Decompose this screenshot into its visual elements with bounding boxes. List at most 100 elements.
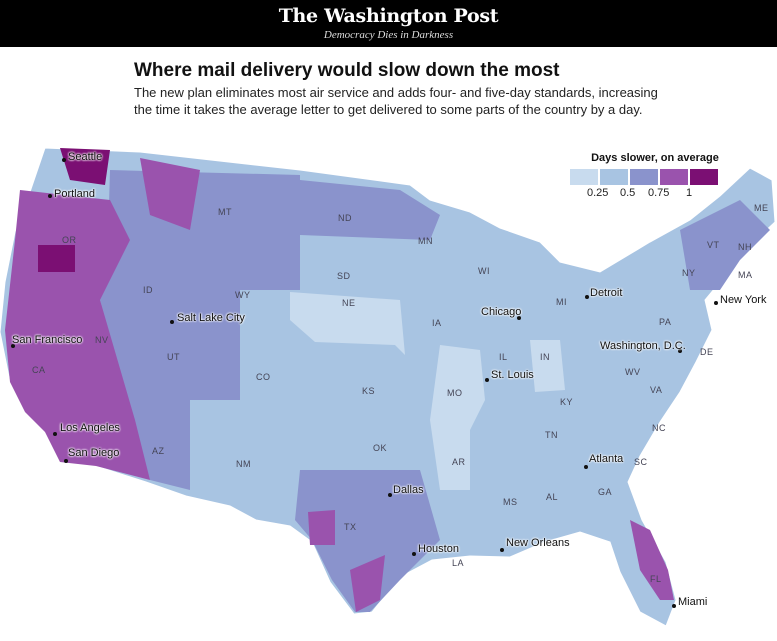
state-label: PA: [659, 317, 672, 327]
masthead: The Washington Post Democracy Dies in Da…: [0, 0, 777, 47]
state-label: KS: [362, 386, 376, 396]
state-label: OR: [62, 235, 77, 245]
state-label: VT: [707, 240, 720, 250]
state-label: CO: [256, 372, 271, 382]
state-label: TX: [344, 522, 357, 532]
state-label: ND: [338, 213, 352, 223]
legend-swatch: [600, 169, 628, 185]
city-label: St. Louis: [491, 369, 534, 381]
city-label: Miami: [678, 596, 708, 608]
state-label: IA: [432, 318, 442, 328]
city-dot: [584, 465, 588, 469]
city-label: Chicago: [481, 306, 522, 318]
state-label: MN: [418, 236, 433, 246]
chart-title: Where mail delivery would slow down the …: [134, 60, 560, 81]
region-northeast: [680, 200, 770, 290]
state-label: WY: [235, 290, 251, 300]
region-central-oregon: [38, 245, 75, 272]
legend-tick: 0.25: [587, 187, 609, 199]
legend-ticks: 0.25 0.5 0.75 1: [570, 185, 730, 199]
state-label: WI: [478, 266, 490, 276]
chart-description: The new plan eliminates most air service…: [134, 85, 658, 117]
region-indiana: [530, 340, 565, 392]
state-label: OK: [373, 443, 388, 453]
legend-swatch: [570, 169, 598, 185]
city-dot: [170, 320, 174, 324]
city-dot: [714, 301, 718, 305]
state-label: GA: [598, 487, 613, 497]
city-label: New Orleans: [506, 537, 570, 549]
region-montana-west: [140, 158, 200, 230]
state-label: MI: [556, 297, 567, 307]
region-florida: [630, 520, 674, 600]
legend-swatch: [660, 169, 688, 185]
city-label: Detroit: [590, 287, 623, 299]
state-label: NC: [652, 423, 666, 433]
city-dot: [11, 344, 15, 348]
city-dot: [485, 378, 489, 382]
region-south-texas: [350, 555, 385, 612]
state-label: FL: [650, 574, 662, 584]
city-label: San Francisco: [12, 334, 83, 346]
state-label: NV: [95, 335, 109, 345]
state-label: SC: [634, 457, 648, 467]
city-dot: [388, 493, 392, 497]
state-label: MT: [218, 207, 232, 217]
city-label: Houston: [418, 543, 459, 555]
region-mountain-west: [100, 170, 300, 490]
legend-title: Days slower, on average: [591, 152, 719, 164]
city-dot: [48, 194, 52, 198]
state-label: NM: [236, 459, 251, 469]
state-label: LA: [452, 558, 465, 568]
state-label: UT: [167, 352, 180, 362]
legend-swatch: [630, 169, 658, 185]
city-label: Washington, D.C.: [600, 340, 686, 352]
legend-swatch: [690, 169, 718, 185]
city-label: Portland: [54, 188, 95, 200]
state-label: NH: [738, 242, 752, 252]
city-label: Atlanta: [589, 453, 624, 465]
state-label: TN: [545, 430, 558, 440]
region-dakota: [300, 180, 440, 240]
state-label: KY: [560, 397, 574, 407]
state-label: MO: [447, 388, 463, 398]
city-dot: [412, 552, 416, 556]
state-label: ID: [143, 285, 153, 295]
state-label: AL: [546, 492, 559, 502]
state-label: IL: [499, 352, 508, 362]
state-label: AR: [452, 457, 466, 467]
state-label: NY: [682, 268, 696, 278]
legend-tick: 1: [686, 187, 693, 199]
state-label: WV: [625, 367, 641, 377]
tagline: Democracy Dies in Darkness: [323, 29, 454, 41]
state-label: MS: [503, 497, 518, 507]
legend-tick: 0.75: [648, 187, 670, 199]
city-dot: [672, 604, 676, 608]
city-dot: [500, 548, 504, 552]
city-dot: [62, 158, 66, 162]
region-texas: [295, 470, 440, 612]
state-label: ME: [754, 203, 769, 213]
city-label: Seattle: [68, 151, 103, 163]
state-label: SD: [337, 271, 351, 281]
state-label: VA: [650, 385, 663, 395]
city-label: New York: [720, 294, 767, 306]
legend: Days slower, on average 0.25 0.5 0.75 1: [570, 152, 730, 199]
region-plains: [290, 292, 405, 355]
city-label: San Diego: [68, 447, 120, 459]
region-west-texas: [308, 510, 335, 545]
state-label: IN: [540, 352, 550, 362]
state-label: DE: [700, 347, 714, 357]
city-dot: [678, 349, 682, 353]
city-dot: [585, 295, 589, 299]
city-label: Los Angeles: [60, 422, 120, 434]
state-label: NE: [342, 298, 356, 308]
washington-post-logo[interactable]: The Washington Post: [278, 5, 499, 27]
state-label: AZ: [152, 446, 165, 456]
region-arkansas-missouri: [430, 345, 485, 490]
legend-swatches: [570, 169, 730, 185]
city-label: Dallas: [393, 484, 424, 496]
city-dot: [53, 432, 57, 436]
city-dot: [64, 459, 68, 463]
